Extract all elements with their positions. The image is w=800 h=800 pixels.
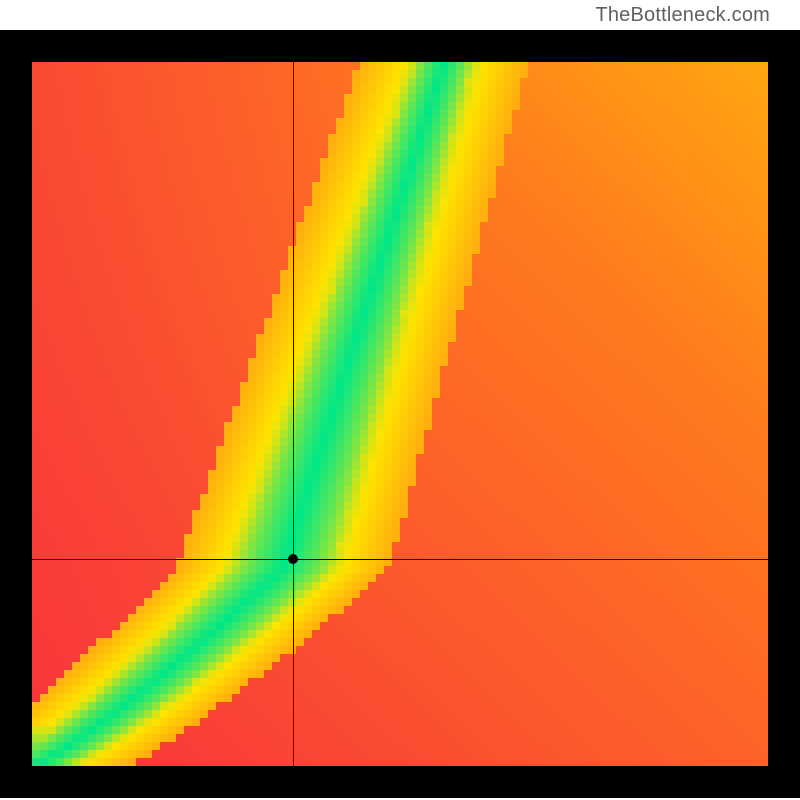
heatmap-canvas <box>32 62 768 766</box>
watermark-text: TheBottleneck.com <box>595 4 770 27</box>
heatmap-plot-area <box>32 62 768 766</box>
crosshair-vertical <box>293 62 294 766</box>
crosshair-horizontal <box>32 559 768 560</box>
